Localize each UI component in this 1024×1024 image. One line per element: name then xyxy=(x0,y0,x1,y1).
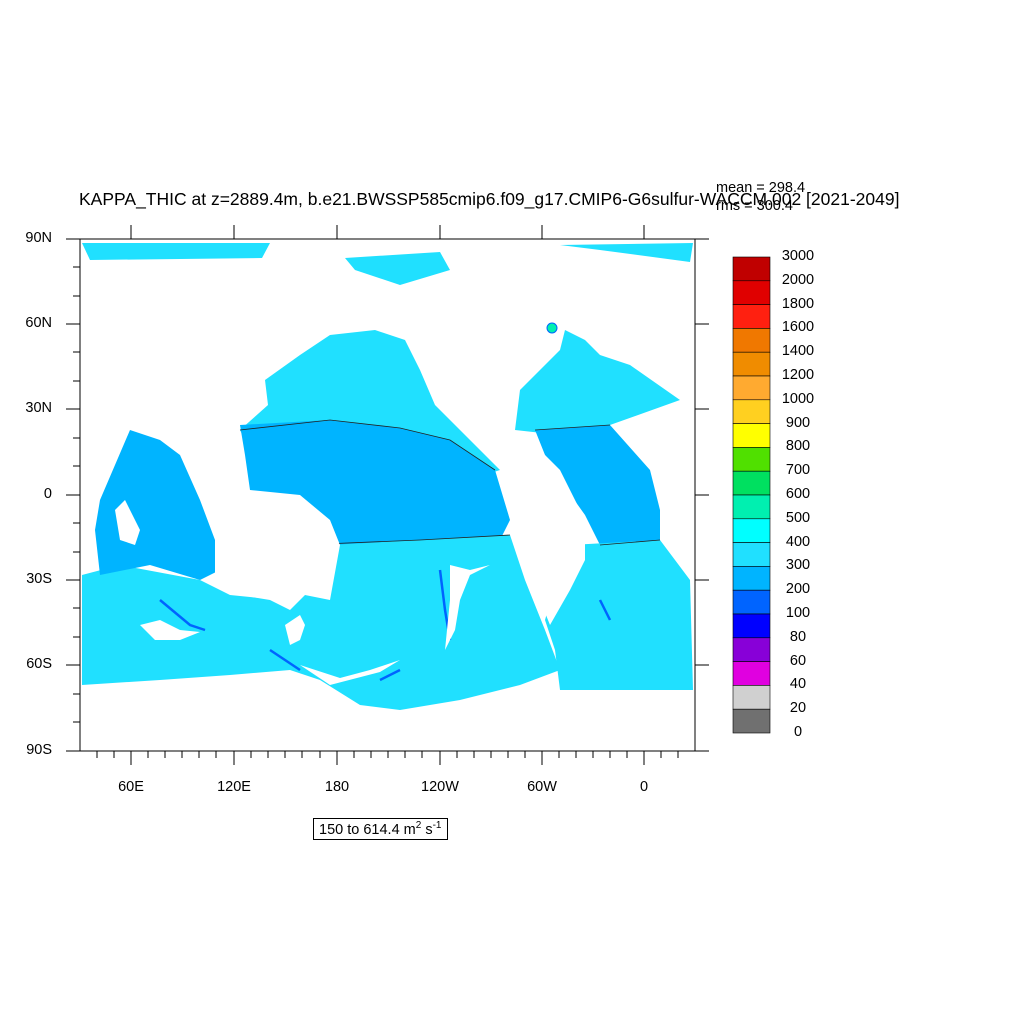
colorbar-box xyxy=(732,328,771,353)
colorbar-box xyxy=(732,542,771,567)
colorbar-label: 700 xyxy=(785,462,811,479)
lat-label-60s: 60S xyxy=(26,656,52,672)
colorbar-label: 2000 xyxy=(781,271,815,288)
colorbar-label: 40 xyxy=(789,676,807,693)
colorbar-label: 100 xyxy=(785,605,811,621)
colorbar-label: 200 xyxy=(785,581,811,598)
south-atlantic xyxy=(545,540,693,690)
lat-label-90n: 90N xyxy=(25,230,52,246)
ridge-streaks xyxy=(159,569,612,682)
colorbar-box xyxy=(732,280,771,305)
contour-lines xyxy=(239,419,661,546)
value-range-box: 150 to 614.4 m2 s-1 xyxy=(313,818,448,840)
colorbar-label: 400 xyxy=(785,533,811,550)
lon-label-0: 0 xyxy=(639,779,649,795)
lon-label-120w: 120W xyxy=(421,779,459,795)
colorbar-box xyxy=(732,423,771,448)
colorbar-box xyxy=(732,613,771,639)
colorbar-box xyxy=(732,518,771,543)
colorbar-box xyxy=(732,685,771,710)
colorbar-label: 1800 xyxy=(781,295,815,312)
equatorial-atlantic xyxy=(535,425,660,545)
colorbar-label: 900 xyxy=(785,414,811,431)
lat-label-30n: 30N xyxy=(25,400,52,416)
colorbar-box xyxy=(732,399,771,424)
colorbar-box xyxy=(732,708,771,734)
colorbar-box xyxy=(732,470,771,496)
colorbar-label: 300 xyxy=(785,557,811,574)
lat-label-90s: 90S xyxy=(26,742,52,758)
indian-ocean xyxy=(95,430,220,580)
lon-ticks xyxy=(96,225,679,765)
rms-stat: rms = 300.4 xyxy=(716,198,793,214)
colorbar-label: 3000 xyxy=(781,248,815,264)
land-mask xyxy=(115,435,585,685)
colorbar-label: 0 xyxy=(793,724,803,740)
ocean-field xyxy=(82,243,693,710)
lat-label-60n: 60N xyxy=(25,315,52,331)
colorbar-box xyxy=(732,589,771,615)
north-atlantic xyxy=(515,330,680,435)
range-sup-1: 2 xyxy=(415,820,422,831)
range-mid: s xyxy=(421,821,433,838)
colorbar-label: 800 xyxy=(785,438,811,455)
lat-ticks xyxy=(66,238,709,752)
colorbar-box xyxy=(732,637,771,662)
colorbar-box xyxy=(732,375,771,401)
equatorial-pacific xyxy=(240,420,510,545)
range-text: 150 to 614.4 m xyxy=(319,821,416,838)
lat-label-0: 0 xyxy=(43,486,52,502)
colorbar-label: 1600 xyxy=(781,319,815,336)
colorbar-label: 1400 xyxy=(781,343,815,360)
colorbar-box xyxy=(732,304,771,329)
range-sup-2: -1 xyxy=(432,820,442,831)
colorbar-label: 1200 xyxy=(781,367,815,383)
lon-label-60e: 60E xyxy=(118,779,144,795)
colorbar xyxy=(732,256,771,734)
colorbar-box xyxy=(732,661,771,686)
arctic-ocean xyxy=(82,243,693,285)
colorbar-box xyxy=(732,447,771,472)
lat-label-30s: 30S xyxy=(26,571,52,587)
colorbar-box xyxy=(732,494,771,520)
high-value-spot xyxy=(546,322,558,334)
mean-stat: mean = 298.4 xyxy=(716,180,806,196)
lon-label-180: 180 xyxy=(324,779,350,795)
lon-label-60w: 60W xyxy=(527,779,557,795)
colorbar-label: 500 xyxy=(785,509,811,526)
colorbar-label: 60 xyxy=(789,652,807,669)
lon-label-120e: 120E xyxy=(217,779,251,795)
colorbar-label: 600 xyxy=(785,486,811,502)
colorbar-box xyxy=(732,256,771,282)
colorbar-box xyxy=(732,351,771,377)
colorbar-label: 1000 xyxy=(781,390,815,407)
colorbar-label: 20 xyxy=(789,700,807,717)
colorbar-box xyxy=(732,566,771,591)
colorbar-label: 80 xyxy=(789,628,807,645)
plot-title: KAPPA_THIC at z=2889.4m, b.e21.BWSSP585c… xyxy=(79,189,900,209)
